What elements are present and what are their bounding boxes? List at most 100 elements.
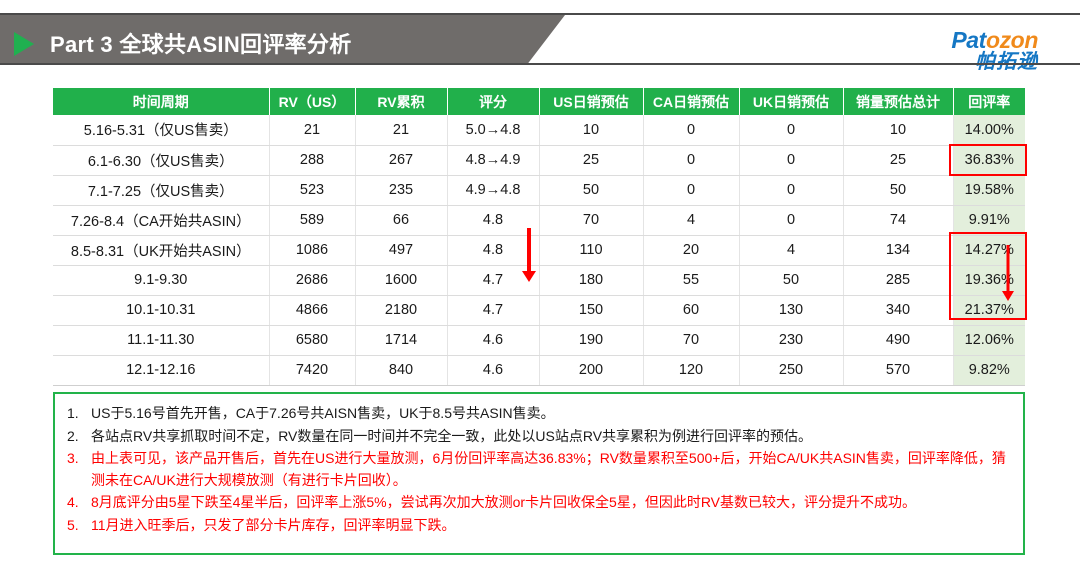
- cell-rating: 4.8→4.9: [447, 145, 540, 176]
- cell-rate: 19.36%: [953, 265, 1025, 296]
- table-header-row: 时间周期 RV（US） RV累积 评分 US日销预估 CA日销预估 UK日销预估…: [53, 88, 1025, 115]
- cell-ca: 70: [643, 325, 740, 356]
- play-triangle-icon: [14, 32, 34, 56]
- cell-uk: 0: [739, 115, 844, 146]
- table-row: 12.1-12.16 7420 840 4.6 200 120 250 570 …: [53, 355, 1025, 386]
- cell-rv-us: 523: [269, 175, 356, 206]
- cell-period: 5.16-5.31（仅US售卖）: [53, 115, 270, 146]
- cell-period: 9.1-9.30: [53, 265, 270, 296]
- cell-period: 11.1-11.30: [53, 325, 270, 356]
- header-band: [0, 15, 565, 63]
- table-row: 6.1-6.30（仅US售卖） 288 267 4.8→4.9 25 0 0 2…: [53, 145, 1025, 176]
- cell-rating: 4.6: [447, 325, 540, 356]
- cell-uk: 130: [739, 295, 844, 326]
- page-title: Part 3 全球共ASIN回评率分析: [50, 32, 352, 57]
- col-header-us-sales: US日销预估: [539, 88, 644, 115]
- list-item: US于5.16号首先开售，CA于7.26号共AISN售卖，UK于8.5号共ASI…: [67, 403, 555, 424]
- cell-uk: 4: [739, 235, 844, 266]
- cell-us: 150: [539, 295, 644, 326]
- cell-rate: 12.06%: [953, 325, 1025, 356]
- col-header-rate: 回评率: [953, 88, 1025, 115]
- cell-rv-us: 2686: [269, 265, 356, 296]
- table-row: 7.1-7.25（仅US售卖） 523 235 4.9→4.8 50 0 0 5…: [53, 175, 1025, 206]
- logo-chinese-name: 帕拓逊: [975, 51, 1038, 74]
- asin-review-rate-table-wrapper: 时间周期 RV（US） RV累积 评分 US日销预估 CA日销预估 UK日销预估…: [53, 88, 1025, 386]
- cell-rate: 21.37%: [953, 295, 1025, 326]
- cell-ca: 20: [643, 235, 740, 266]
- cell-rv-us: 21: [269, 115, 356, 146]
- table-row: 7.26-8.4（CA开始共ASIN） 589 66 4.8 70 4 0 74…: [53, 205, 1025, 236]
- header-top-rule: [0, 13, 1080, 15]
- cell-rv-us: 589: [269, 205, 356, 236]
- cell-rv-us: 4866: [269, 295, 356, 326]
- cell-period: 8.5-8.31（UK开始共ASIN）: [53, 235, 270, 266]
- cell-total: 570: [843, 355, 954, 386]
- logo-wordmark-blue: Pat: [951, 27, 986, 53]
- notes-list: US于5.16号首先开售，CA于7.26号共AISN售卖，UK于8.5号共ASI…: [65, 403, 1011, 536]
- cell-us: 190: [539, 325, 644, 356]
- cell-ca: 55: [643, 265, 740, 296]
- cell-rate: 14.27%: [953, 235, 1025, 266]
- col-header-rating: 评分: [447, 88, 540, 115]
- cell-ca: 120: [643, 355, 740, 386]
- logo-wordmark: Patozon: [951, 27, 1038, 53]
- cell-total: 340: [843, 295, 954, 326]
- cell-total: 490: [843, 325, 954, 356]
- col-header-rv-cum: RV累积: [355, 88, 448, 115]
- cell-period: 7.1-7.25（仅US售卖）: [53, 175, 270, 206]
- cell-ca: 0: [643, 115, 740, 146]
- cell-rv-cum: 2180: [355, 295, 448, 326]
- col-header-total: 销量预估总计: [843, 88, 954, 115]
- header-bottom-rule: [0, 63, 1080, 65]
- col-header-ca-sales: CA日销预估: [643, 88, 740, 115]
- col-header-period: 时间周期: [53, 88, 270, 115]
- cell-rate: 19.58%: [953, 175, 1025, 206]
- cell-rv-cum: 1714: [355, 325, 448, 356]
- cell-rv-cum: 267: [355, 145, 448, 176]
- cell-period: 10.1-10.31: [53, 295, 270, 326]
- list-item: 8月底评分由5星下跌至4星半后，回评率上涨5%，尝试再次加大放测or卡片回收保全…: [67, 492, 917, 513]
- cell-rating: 4.9→4.8: [447, 175, 540, 206]
- col-header-rv-us: RV（US）: [269, 88, 356, 115]
- cell-total: 74: [843, 205, 954, 236]
- cell-rating: 4.6: [447, 355, 540, 386]
- cell-rv-cum: 235: [355, 175, 448, 206]
- cell-uk: 230: [739, 325, 844, 356]
- cell-rating: 4.8: [447, 205, 540, 236]
- cell-total: 285: [843, 265, 954, 296]
- cell-ca: 60: [643, 295, 740, 326]
- cell-period: 12.1-12.16: [53, 355, 270, 386]
- cell-ca: 4: [643, 205, 740, 236]
- cell-uk: 0: [739, 145, 844, 176]
- cell-period: 7.26-8.4（CA开始共ASIN）: [53, 205, 270, 236]
- cell-us: 180: [539, 265, 644, 296]
- list-item: 由上表可见，该产品开售后，首先在US进行大量放测，6月份回评率高达36.83%；…: [67, 448, 1006, 488]
- cell-us: 50: [539, 175, 644, 206]
- table-row: 11.1-11.30 6580 1714 4.6 190 70 230 490 …: [53, 325, 1025, 356]
- cell-rate: 9.82%: [953, 355, 1025, 386]
- table-body: 5.16-5.31（仅US售卖） 21 21 5.0→4.8 10 0 0 10…: [53, 115, 1025, 386]
- cell-total: 50: [843, 175, 954, 206]
- cell-rv-us: 288: [269, 145, 356, 176]
- cell-us: 110: [539, 235, 644, 266]
- cell-rating: 4.7: [447, 295, 540, 326]
- cell-total: 10: [843, 115, 954, 146]
- cell-rate: 9.91%: [953, 205, 1025, 236]
- slide-header: Part 3 全球共ASIN回评率分析 Patozon 帕拓逊: [0, 13, 1080, 73]
- cell-rv-cum: 21: [355, 115, 448, 146]
- table-row: 8.5-8.31（UK开始共ASIN） 1086 497 4.8 110 20 …: [53, 235, 1025, 266]
- cell-us: 200: [539, 355, 644, 386]
- brand-logo: Patozon 帕拓逊: [951, 27, 1038, 74]
- cell-rv-us: 1086: [269, 235, 356, 266]
- table-row: 10.1-10.31 4866 2180 4.7 150 60 130 340 …: [53, 295, 1025, 326]
- cell-total: 25: [843, 145, 954, 176]
- cell-uk: 50: [739, 265, 844, 296]
- cell-rating: 4.7: [447, 265, 540, 296]
- cell-rv-cum: 840: [355, 355, 448, 386]
- cell-rv-us: 7420: [269, 355, 356, 386]
- cell-rv-cum: 1600: [355, 265, 448, 296]
- cell-rv-cum: 497: [355, 235, 448, 266]
- cell-uk: 250: [739, 355, 844, 386]
- cell-us: 25: [539, 145, 644, 176]
